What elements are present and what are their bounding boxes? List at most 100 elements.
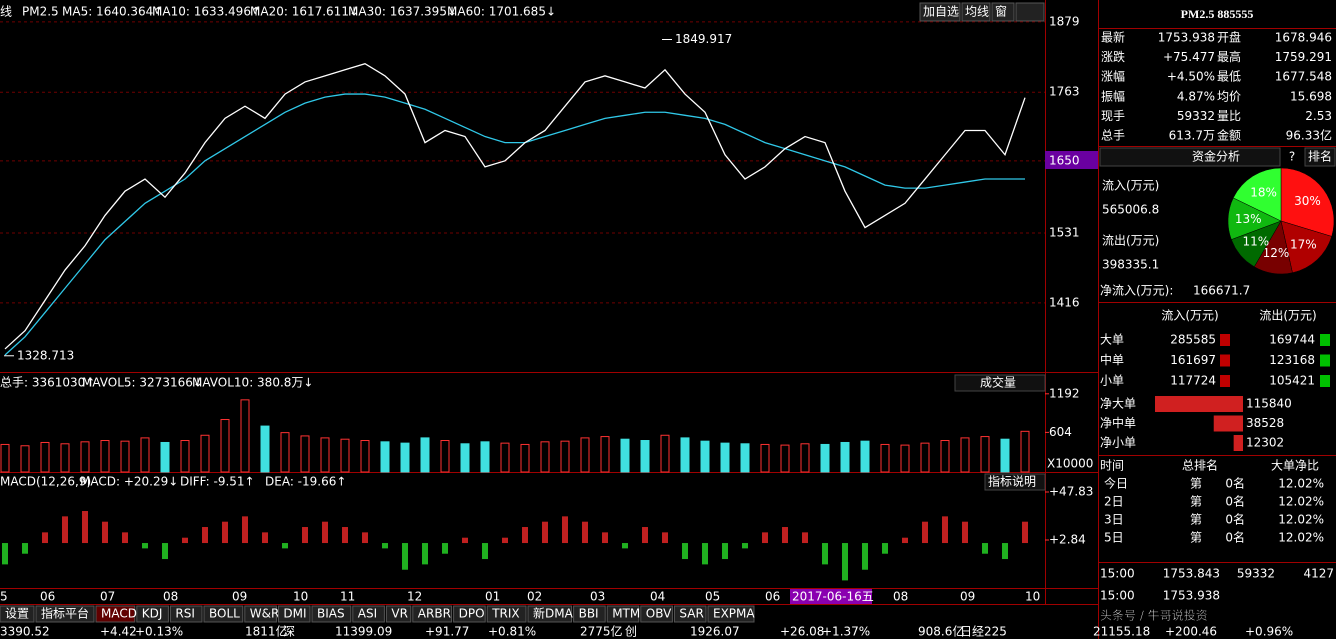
tab[interactable]: [95, 605, 136, 623]
volume-bar: [200, 434, 210, 473]
tab[interactable]: [412, 605, 453, 623]
quote-value: 96.33亿: [1286, 128, 1332, 143]
tab[interactable]: [453, 605, 486, 623]
rank-label: 今日: [1104, 476, 1128, 491]
x-tick-label: 06: [765, 590, 780, 604]
net-row-label: 净大单: [1100, 397, 1136, 411]
volume-bar: [520, 443, 530, 473]
tab[interactable]: [673, 605, 707, 623]
macd-bar: [502, 537, 508, 544]
volume-bar: [700, 440, 710, 473]
tab-label: W&R: [250, 607, 280, 621]
tab[interactable]: [486, 605, 527, 623]
quote-value: 1678.946: [1275, 31, 1332, 45]
volume-bar: [960, 437, 970, 473]
y-tick-label: 604: [1049, 425, 1072, 439]
macd-bar: [202, 527, 208, 544]
macd-bar: [762, 532, 768, 544]
tab[interactable]: [0, 605, 35, 623]
tab[interactable]: [35, 605, 95, 623]
quote-value: 1677.548: [1275, 70, 1332, 84]
table-value: 161697: [1170, 353, 1216, 367]
tab[interactable]: [707, 605, 755, 623]
quote-value: 1759.291: [1275, 50, 1332, 64]
volume-bar: [480, 441, 490, 473]
net-row-value: 38528: [1246, 416, 1284, 430]
macd-bar: [902, 537, 908, 544]
marker: [1320, 334, 1330, 346]
rank-label: 5日: [1104, 531, 1124, 545]
tab-label: OBV: [646, 607, 672, 621]
macd-bar: [1022, 521, 1028, 544]
macd-bar: [62, 516, 68, 544]
button[interactable]: [954, 374, 1046, 392]
tab[interactable]: [352, 605, 385, 623]
tab[interactable]: [203, 605, 244, 623]
tab[interactable]: [311, 605, 352, 623]
macd-bar: [122, 532, 128, 544]
tab[interactable]: [277, 605, 311, 623]
tab-label: DMI: [283, 607, 306, 621]
macd-bar: [182, 537, 188, 544]
macd-legend: MACD: +20.29↓: [80, 475, 178, 489]
button[interactable]: [1304, 147, 1336, 167]
y-tick-label: +47.83: [1049, 484, 1093, 498]
tab-label: 指标平台: [41, 606, 89, 621]
tab[interactable]: [640, 605, 673, 623]
tab[interactable]: [244, 605, 277, 623]
pie-label: 12%: [1263, 246, 1290, 260]
x-tick-label: 08: [893, 590, 908, 604]
rank-percent: 12.02%: [1278, 495, 1324, 509]
ma-legend: MA5: 1640.364↑: [62, 5, 163, 19]
volume-legend: MAVOL10: 380.8万↓: [192, 376, 313, 390]
pie-label: 17%: [1290, 238, 1317, 252]
tab[interactable]: [573, 605, 606, 623]
button[interactable]: [984, 473, 1046, 491]
button[interactable]: [961, 2, 991, 22]
quote-value: 4.87%: [1177, 89, 1215, 103]
tab[interactable]: [169, 605, 203, 623]
rank-value: 0名: [1225, 494, 1245, 509]
pie-label: 30%: [1294, 194, 1321, 208]
rank-value: 0名: [1225, 512, 1245, 527]
volume-bar: [920, 442, 930, 473]
quote-label: 金额: [1217, 128, 1241, 143]
status-item: +26.08: [780, 625, 824, 639]
macd-bar: [802, 532, 808, 544]
table-label: 小单: [1100, 374, 1124, 388]
button-label: 窗: [995, 5, 1007, 19]
tab-label: TRIX: [491, 607, 519, 621]
x-tick-label: 06: [40, 590, 55, 604]
tick-row: 1753.938: [1163, 589, 1220, 603]
last-price-tag: [1045, 151, 1098, 169]
macd-bar: [322, 521, 328, 544]
macd-bar: [622, 543, 628, 549]
tab[interactable]: [1099, 147, 1281, 167]
watermark: 头条号 / 牛哥说投资: [1100, 608, 1208, 623]
volume-bar: [160, 441, 170, 473]
volume-bar: [540, 441, 550, 473]
button[interactable]: [991, 2, 1015, 22]
tab-label: KDJ: [142, 607, 163, 621]
net-bar: [1213, 415, 1243, 432]
tab[interactable]: [527, 605, 573, 623]
macd-bar: [782, 527, 788, 544]
macd-bar: [522, 527, 528, 544]
volume-bar: [760, 443, 770, 473]
flow-label: 流出(万元): [1102, 234, 1159, 248]
button[interactable]: [1015, 2, 1045, 22]
macd-bar: [982, 543, 988, 554]
volume-bar: [440, 440, 450, 473]
table-header: 流出(万元): [1259, 309, 1316, 323]
volume-bar: [1020, 430, 1030, 473]
volume-bar: [120, 440, 130, 473]
button[interactable]: [919, 2, 961, 22]
volume-bar: [380, 441, 390, 473]
rank-label: 第: [1190, 495, 1202, 509]
tab[interactable]: [136, 605, 169, 623]
tab[interactable]: [606, 605, 640, 623]
cursor-date-bg: [790, 589, 872, 604]
volume-bar: [0, 443, 10, 473]
tab[interactable]: [385, 605, 412, 623]
